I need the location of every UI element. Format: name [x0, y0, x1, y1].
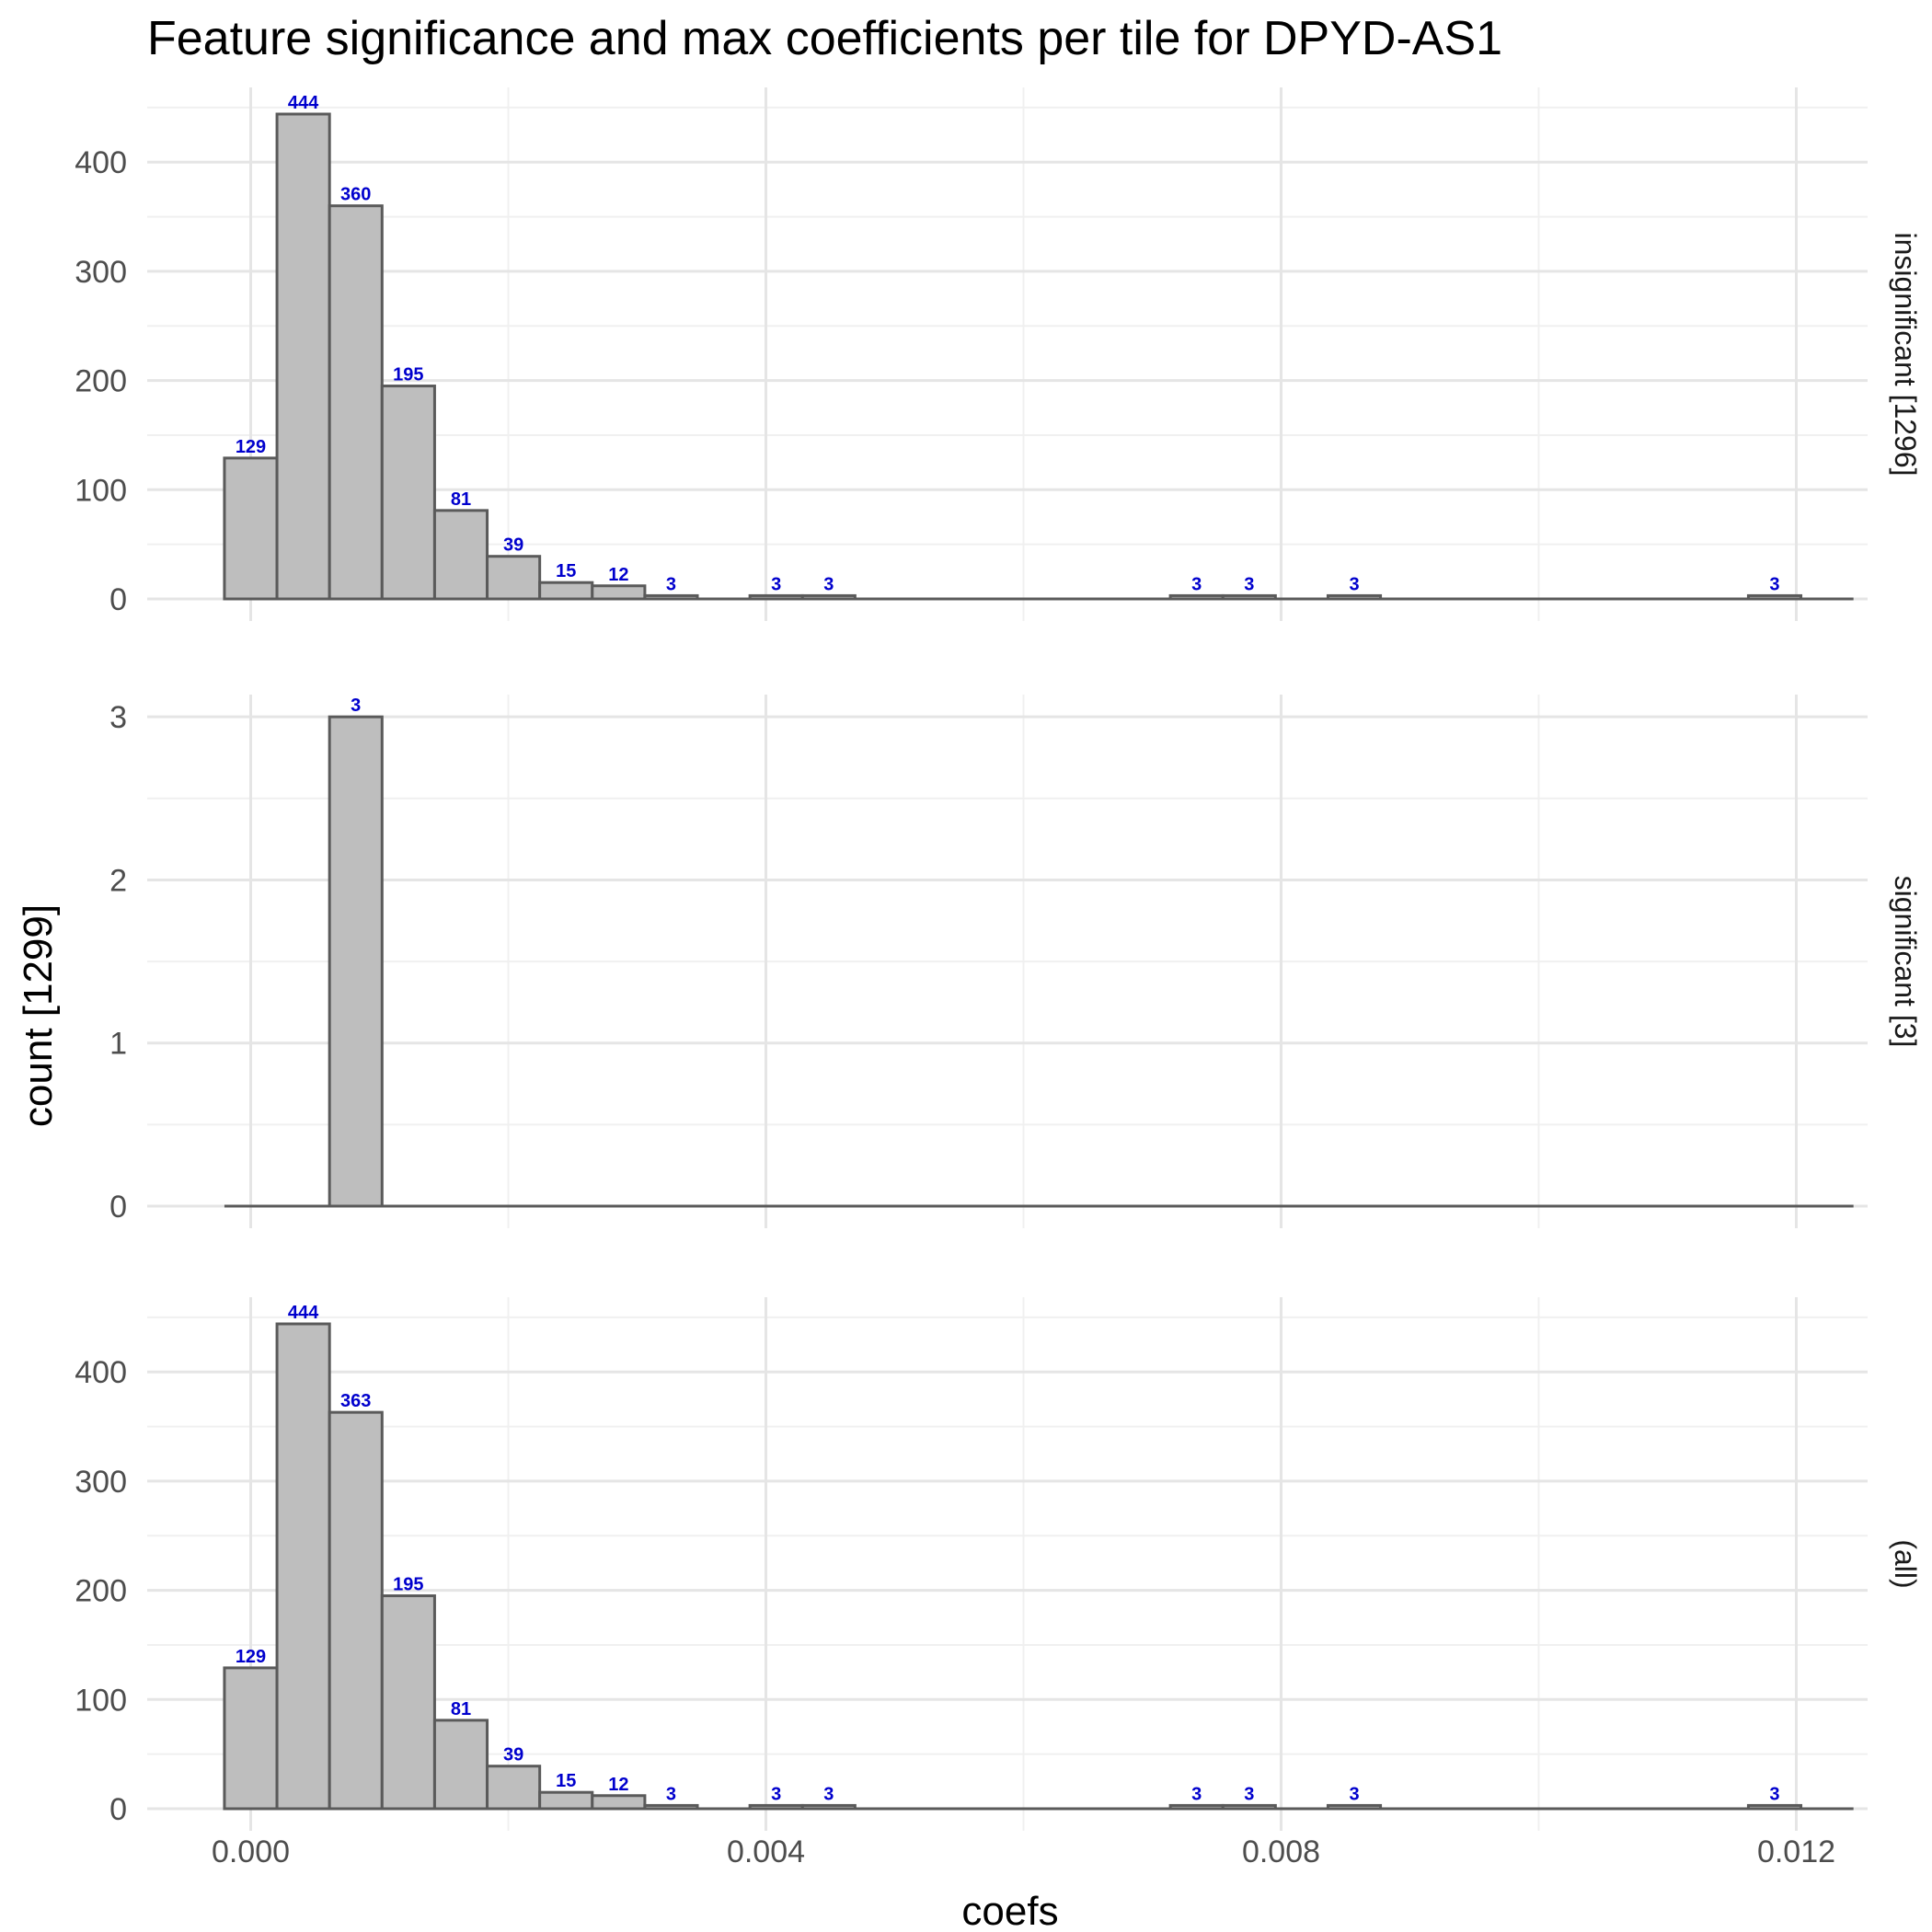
histogram-bar — [380, 1594, 436, 1811]
histogram-bar — [643, 593, 699, 601]
histogram-bar — [486, 1765, 542, 1811]
x-tick-label: 0.000 — [212, 1834, 290, 1869]
y-tick-label: 1 — [109, 1027, 127, 1062]
y-tick-label: 2 — [109, 863, 127, 898]
bar-count-label: 129 — [236, 437, 266, 457]
facet-strip-label: significant [3] — [1889, 876, 1922, 1048]
histogram-bar — [1326, 1803, 1383, 1811]
histogram-bar — [486, 555, 542, 601]
bar-count-label: 81 — [451, 489, 471, 510]
bar-count-label: 444 — [288, 93, 319, 113]
bar-count-label: 3 — [1769, 574, 1779, 594]
bar-count-label: 3 — [351, 696, 361, 716]
histogram-bar — [275, 112, 331, 601]
y-tick-label: 400 — [75, 1355, 127, 1390]
histogram-bar — [1746, 593, 1803, 601]
x-tick-label: 0.012 — [1757, 1834, 1835, 1869]
chart-title: Feature significance and max coefficient… — [147, 12, 1503, 65]
x-tick-label: 0.008 — [1242, 1834, 1320, 1869]
y-tick-label: 0 — [109, 1190, 127, 1225]
bar-count-label: 81 — [451, 1699, 471, 1719]
histogram-bar — [538, 1790, 594, 1811]
bar-count-label: 12 — [608, 1775, 628, 1795]
bar-count-label: 3 — [1191, 1784, 1202, 1804]
y-tick-label: 3 — [109, 700, 127, 735]
histogram-bar — [1168, 1803, 1225, 1811]
bar-count-label: 15 — [556, 1771, 576, 1791]
bar-count-label: 3 — [823, 574, 834, 594]
y-tick-label: 300 — [75, 255, 127, 290]
histogram-bar — [800, 593, 857, 601]
histogram-bar — [432, 1719, 489, 1811]
histogram-bar — [328, 715, 384, 1208]
bar-count-label: 360 — [340, 185, 371, 205]
y-tick-label: 100 — [75, 1683, 127, 1718]
bar-count-label: 3 — [1349, 574, 1359, 594]
panel-2: 0 1 2 3 3 significant [3] — [109, 695, 1922, 1228]
histogram-bar — [538, 581, 594, 601]
y-tick-label: 0 — [109, 582, 127, 617]
histogram-bar — [643, 1803, 699, 1811]
bar-count-label: 3 — [771, 1784, 781, 1804]
histogram-bar — [328, 1410, 384, 1811]
histogram-bar — [1221, 1803, 1277, 1811]
panel-1: 0 100 200 300 400 129 444 360 195 81 39 15 12 3 3 3 3 3 3 3… — [75, 87, 1922, 621]
histogram-bar — [1326, 593, 1383, 601]
x-axis-ticks: 0.000 0.004 0.008 0.012 — [212, 1834, 1835, 1869]
histogram-bar — [1221, 593, 1277, 601]
bar-count-label: 39 — [503, 535, 523, 556]
bar-count-label: 3 — [1244, 574, 1254, 594]
bar-count-label: 195 — [393, 365, 423, 385]
bar-count-label: 129 — [236, 1647, 266, 1667]
bar-count-label: 3 — [1191, 574, 1202, 594]
bar-count-label: 3 — [666, 574, 676, 594]
bar-count-label: 3 — [1244, 1784, 1254, 1804]
bar-count-label: 39 — [503, 1745, 523, 1765]
histogram-bar — [223, 456, 279, 601]
histogram-bar — [328, 204, 384, 601]
x-tick-label: 0.004 — [727, 1834, 805, 1869]
histogram-bar — [1168, 593, 1225, 601]
bar-count-label: 363 — [340, 1391, 371, 1411]
facet-strip-label: (all) — [1889, 1539, 1922, 1588]
histogram-bar — [591, 584, 647, 601]
histogram-bar — [748, 593, 804, 601]
bar-count-label: 3 — [771, 574, 781, 594]
y-tick-label: 200 — [75, 364, 127, 399]
bar-count-label: 3 — [823, 1784, 834, 1804]
y-tick-label: 300 — [75, 1465, 127, 1500]
histogram-bar — [223, 1666, 279, 1811]
y-axis-title: count [1299] — [16, 904, 61, 1127]
bar-count-label: 444 — [288, 1303, 319, 1323]
histogram-bar — [432, 509, 489, 601]
histogram-bar — [1746, 1803, 1803, 1811]
y-tick-label: 100 — [75, 473, 127, 508]
panel-3: 0 100 200 300 400 129 444 363 195 81 39 15 12 3 3 3 3 3 3 3… — [75, 1297, 1922, 1831]
histogram-bar — [380, 385, 436, 601]
bar-count-label: 3 — [666, 1784, 676, 1804]
histogram-bar — [591, 1794, 647, 1811]
y-tick-label: 0 — [109, 1792, 127, 1827]
y-tick-label: 200 — [75, 1574, 127, 1609]
histogram-bar — [275, 1322, 331, 1811]
bar-count-label: 195 — [393, 1575, 423, 1595]
histogram-bar — [748, 1803, 804, 1811]
bar-count-label: 3 — [1349, 1784, 1359, 1804]
bar-count-label: 3 — [1769, 1784, 1779, 1804]
histogram-bar — [800, 1803, 857, 1811]
y-tick-label: 400 — [75, 145, 127, 180]
facet-strip-label: insignificant [1296] — [1889, 232, 1922, 476]
bar-count-label: 12 — [608, 565, 628, 585]
x-axis-title: coefs — [961, 1889, 1058, 1932]
bar-count-label: 15 — [556, 561, 576, 581]
